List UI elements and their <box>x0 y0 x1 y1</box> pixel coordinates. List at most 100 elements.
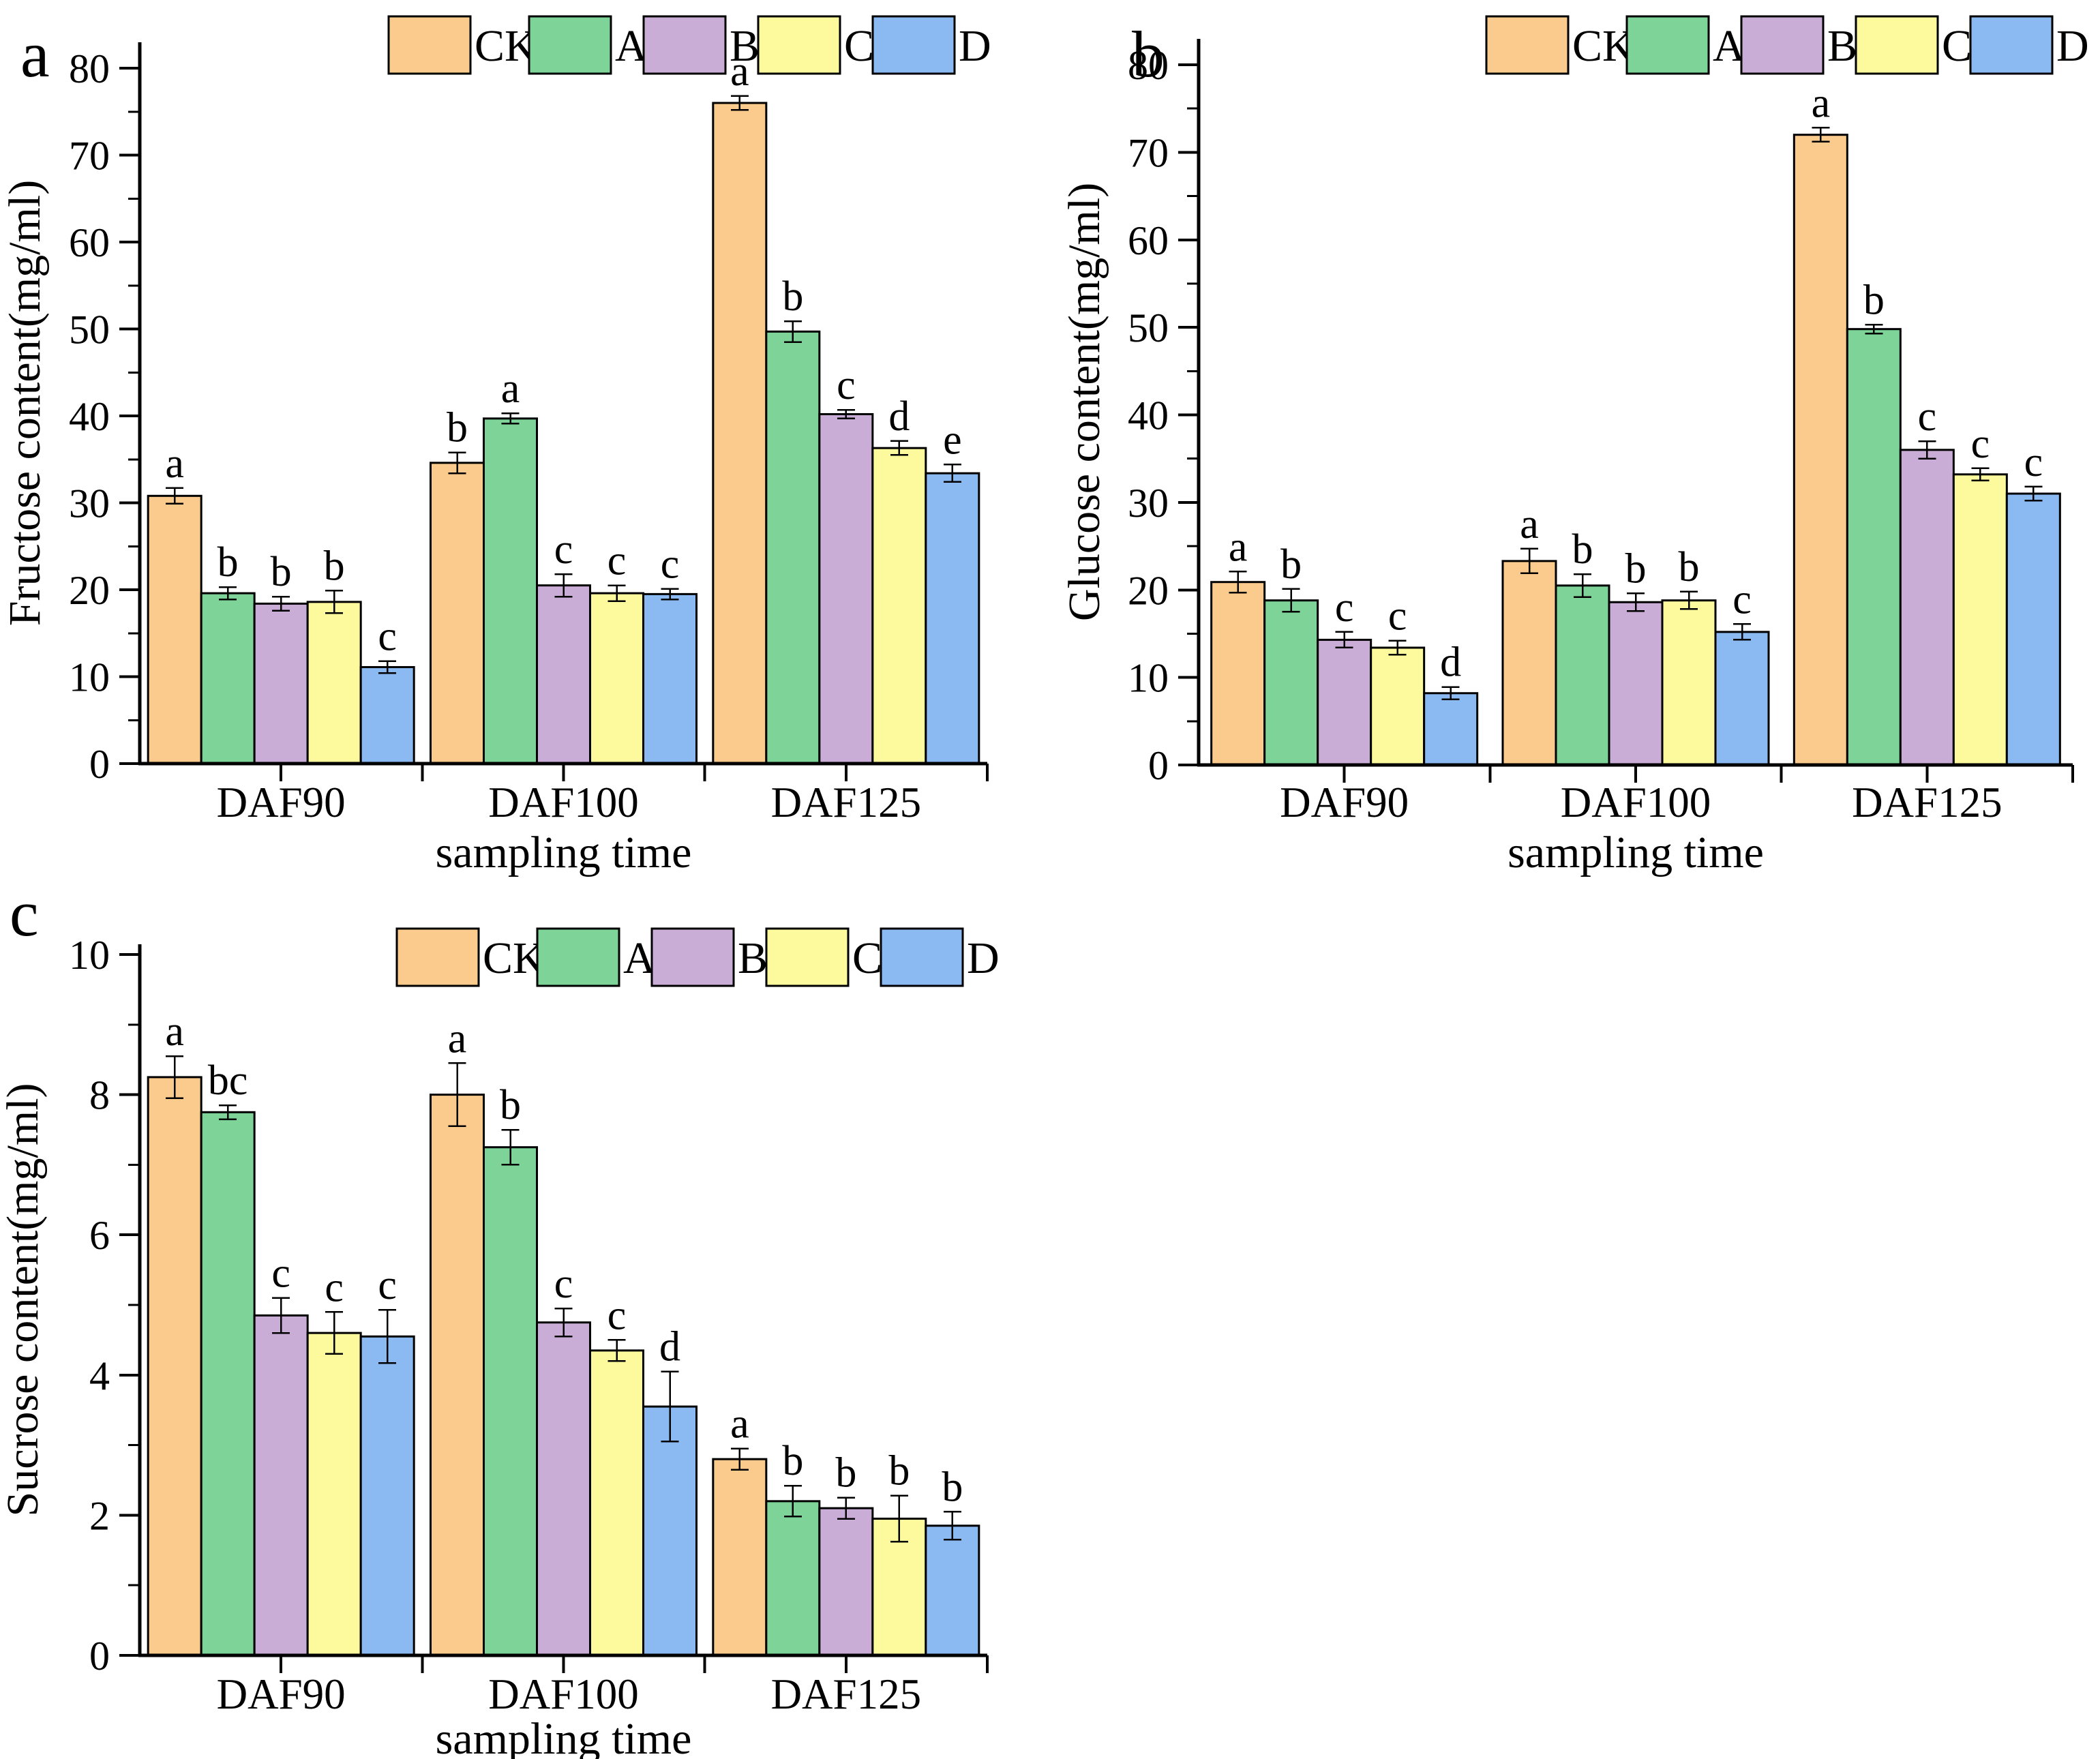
legend-label-A: A <box>1713 21 1745 71</box>
bar-CK-DAF100 <box>430 1094 485 1657</box>
errorbar-C-DAF90 <box>325 1311 344 1355</box>
errorbar-C-DAF125 <box>890 440 908 456</box>
letter-B-DAF100: c <box>554 526 573 573</box>
errorbar-C-DAF100 <box>608 1339 626 1362</box>
bar-A-DAF90 <box>200 1111 256 1657</box>
letter-B-DAF90: b <box>271 549 292 595</box>
letter-D-DAF100: c <box>1732 576 1752 622</box>
x-tick-label: DAF90 <box>1280 779 1409 826</box>
legend-label-A: A <box>615 21 648 71</box>
y-tick-label: 4 <box>89 1353 110 1398</box>
legend-label-B: B <box>1827 21 1857 71</box>
errorbar-A-DAF90 <box>219 586 237 601</box>
bar-D-DAF125 <box>2005 492 2061 766</box>
bar-CK-DAF100 <box>430 462 485 765</box>
y-tick-label: 0 <box>89 742 110 787</box>
legend-b: CK A B C D <box>1485 15 2089 75</box>
letter-D-DAF100: c <box>661 541 680 588</box>
x-tick-label: DAF125 <box>771 779 922 826</box>
y-tick-label: 40 <box>69 394 110 439</box>
bar-CK-DAF90 <box>147 1076 202 1657</box>
bar-CK-DAF125 <box>712 1458 768 1657</box>
bar-D-DAF125 <box>925 1524 980 1657</box>
letter-CK-DAF100: a <box>1520 501 1539 547</box>
letter-CK-DAF100: a <box>448 1015 467 1062</box>
errorbar-A-DAF100 <box>501 412 520 425</box>
bar-D-DAF90 <box>1423 692 1479 766</box>
letter-CK-DAF125: a <box>730 48 749 95</box>
legend-label-C: C <box>852 933 882 983</box>
bar-D-DAF125 <box>925 472 980 765</box>
bar-CK-DAF125 <box>712 102 768 765</box>
bar-A-DAF100 <box>483 417 538 765</box>
letter-C-DAF90: b <box>324 543 345 589</box>
bar-D-DAF90 <box>359 665 415 765</box>
x-tick-label: DAF90 <box>217 1670 346 1718</box>
letter-A-DAF100: a <box>501 365 520 412</box>
letter-CK-DAF90: a <box>1229 524 1248 570</box>
letter-B-DAF125: c <box>837 362 856 408</box>
legend-label-CK: CK <box>475 21 537 71</box>
letter-CK-DAF125: a <box>1812 80 1831 126</box>
errorbar-C-DAF100 <box>608 584 626 602</box>
letter-A-DAF100: b <box>500 1082 521 1128</box>
y-tick-label: 6 <box>89 1213 110 1258</box>
x-tick-label: DAF125 <box>771 1670 922 1718</box>
x-axis-title: sampling time <box>436 828 692 877</box>
legend-label-CK: CK <box>483 933 545 983</box>
errorbar-D-DAF125 <box>943 1511 961 1541</box>
letter-A-DAF90: bc <box>208 1057 248 1104</box>
errorbar-A-DAF100 <box>1574 573 1591 598</box>
legend-label-D: D <box>2056 21 2089 71</box>
letter-A-DAF90: b <box>1280 541 1302 588</box>
bar-B-DAF125 <box>818 412 874 765</box>
y-tick-label: 80 <box>1128 43 1169 88</box>
y-axis-title: Sucrose content(mg/ml) <box>0 1083 48 1516</box>
bar-D-DAF100 <box>642 1405 698 1657</box>
letter-C-DAF100: c <box>608 538 627 584</box>
legend-swatch-CK <box>387 15 472 75</box>
letter-D-DAF90: c <box>378 614 397 660</box>
y-tick-label: 8 <box>89 1073 110 1118</box>
errorbar-A-DAF90 <box>1282 588 1300 613</box>
letter-A-DAF125: b <box>782 1438 803 1484</box>
y-tick-label: 20 <box>69 568 110 613</box>
letter-C-DAF125: b <box>888 1448 910 1494</box>
legend-label-B: B <box>730 21 760 71</box>
bar-A-DAF125 <box>765 1500 821 1657</box>
errorbar-CK-DAF125 <box>1812 127 1830 143</box>
y-tick-label: 70 <box>1128 130 1169 175</box>
letter-CK-DAF90: a <box>165 1008 184 1055</box>
bar-B-DAF90 <box>253 1314 309 1657</box>
errorbar-B-DAF100 <box>1627 592 1645 612</box>
y-axis-title: Glucose content(mg/ml) <box>1060 183 1109 621</box>
bar-C-DAF100 <box>1661 599 1717 766</box>
legend-swatch-B <box>642 15 727 75</box>
y-tick-label: 10 <box>69 655 110 700</box>
errorbar-C-DAF90 <box>325 590 344 614</box>
errorbar-D-DAF100 <box>661 588 679 601</box>
letter-C-DAF100: b <box>1679 544 1700 590</box>
letter-D-DAF90: d <box>1440 640 1461 686</box>
bar-C-DAF125 <box>1952 473 2008 766</box>
letter-C-DAF90: c <box>325 1264 344 1310</box>
legend-swatch-D <box>880 927 964 987</box>
errorbar-CK-DAF100 <box>448 1062 466 1128</box>
letter-D-DAF125: b <box>942 1464 963 1510</box>
y-tick-label: 60 <box>1128 218 1169 263</box>
errorbar-CK-DAF100 <box>448 451 466 475</box>
legend-label-B: B <box>738 933 768 983</box>
errorbar-C-DAF125 <box>1971 467 1990 482</box>
bar-C-DAF90 <box>306 601 362 765</box>
letter-C-DAF100: c <box>608 1292 627 1338</box>
letter-D-DAF90: c <box>378 1262 397 1308</box>
errorbar-C-DAF90 <box>1388 640 1407 656</box>
errorbar-B-DAF90 <box>272 595 290 612</box>
bar-A-DAF100 <box>1555 584 1610 766</box>
legend-swatch-CK <box>1485 15 1570 75</box>
errorbar-C-DAF100 <box>1680 590 1698 610</box>
errorbar-A-DAF100 <box>501 1128 520 1166</box>
errorbar-D-DAF90 <box>1441 686 1460 700</box>
